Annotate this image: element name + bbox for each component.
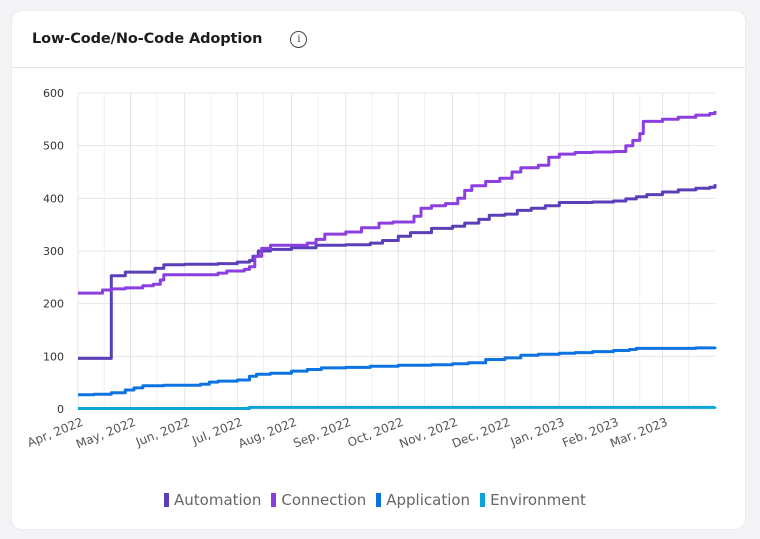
x-tick-label: May, 2022 [74, 415, 138, 452]
chart-legend: Automation Connection Application Environme… [164, 491, 586, 509]
legend-item-environment[interactable]: Environment [480, 491, 586, 509]
x-tick-label: Jul, 2022 [189, 415, 244, 448]
x-tick-label: Sep, 2022 [291, 415, 353, 451]
series-line-connection [78, 110, 717, 295]
x-tick-label: Dec, 2022 [450, 415, 512, 451]
series-line-environment [78, 405, 717, 410]
y-tick-label: 300 [43, 245, 64, 258]
y-tick-label: 600 [43, 87, 64, 100]
series-line-application [78, 346, 717, 397]
x-tick-label: Jun, 2022 [133, 415, 192, 450]
y-tick-label: 100 [43, 350, 64, 363]
info-icon[interactable]: i [290, 30, 308, 48]
x-tick-label: Nov, 2022 [397, 415, 459, 451]
legend-item-application[interactable]: Application [376, 491, 470, 509]
y-tick-label: 200 [43, 298, 64, 311]
legend-label: Connection [281, 491, 367, 509]
legend-label: Environment [490, 491, 586, 509]
legend-item-automation[interactable]: Automation [164, 491, 261, 509]
legend-swatch [480, 493, 486, 507]
series-line-automation [78, 184, 717, 360]
legend-swatch [376, 493, 382, 507]
legend-swatch [271, 493, 277, 507]
x-tick-label: Oct, 2022 [345, 415, 405, 450]
y-tick-label: 500 [43, 140, 64, 153]
legend-swatch [164, 493, 169, 507]
x-tick-label: Aug, 2022 [236, 415, 298, 451]
card-title: Low-Code/No-Code Adoption [32, 31, 263, 47]
adoption-card: Low-Code/No-Code Adoption i 0 100 200 300 40… [12, 11, 745, 529]
legend-label: Application [386, 491, 471, 509]
y-tick-label: 400 [43, 192, 64, 205]
y-tick-label: 0 [57, 403, 64, 416]
card-header: Low-Code/No-Code Adoption i [12, 11, 745, 68]
x-tick-label: Jan, 2023 [508, 415, 567, 450]
legend-item-connection[interactable]: Connection [271, 491, 366, 509]
legend-label: Automation [174, 491, 262, 509]
